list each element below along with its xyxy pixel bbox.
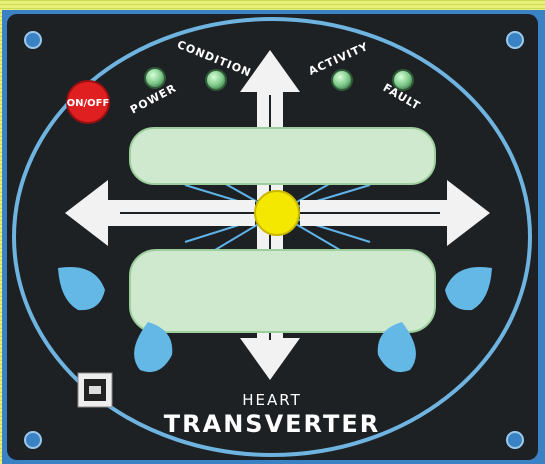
led xyxy=(145,68,165,88)
screw xyxy=(507,432,523,448)
screw xyxy=(25,32,41,48)
brand-line1: HEART xyxy=(242,391,302,409)
usb-pins xyxy=(89,386,101,394)
screw xyxy=(25,432,41,448)
brand-line2: TRANSVERTER xyxy=(164,410,380,438)
led xyxy=(332,70,352,90)
center-light xyxy=(255,191,299,235)
device-panel: ON/OFF POWER CONDITION ACTIVITY FAULT HE… xyxy=(0,0,545,464)
screw xyxy=(507,32,523,48)
led xyxy=(206,70,226,90)
usb-port xyxy=(78,373,112,407)
display-bottom xyxy=(130,250,435,332)
button-label[interactable]: ON/OFF xyxy=(67,98,110,109)
page: ON/OFF POWER CONDITION ACTIVITY FAULT HE… xyxy=(0,0,545,464)
display-top xyxy=(130,128,435,184)
